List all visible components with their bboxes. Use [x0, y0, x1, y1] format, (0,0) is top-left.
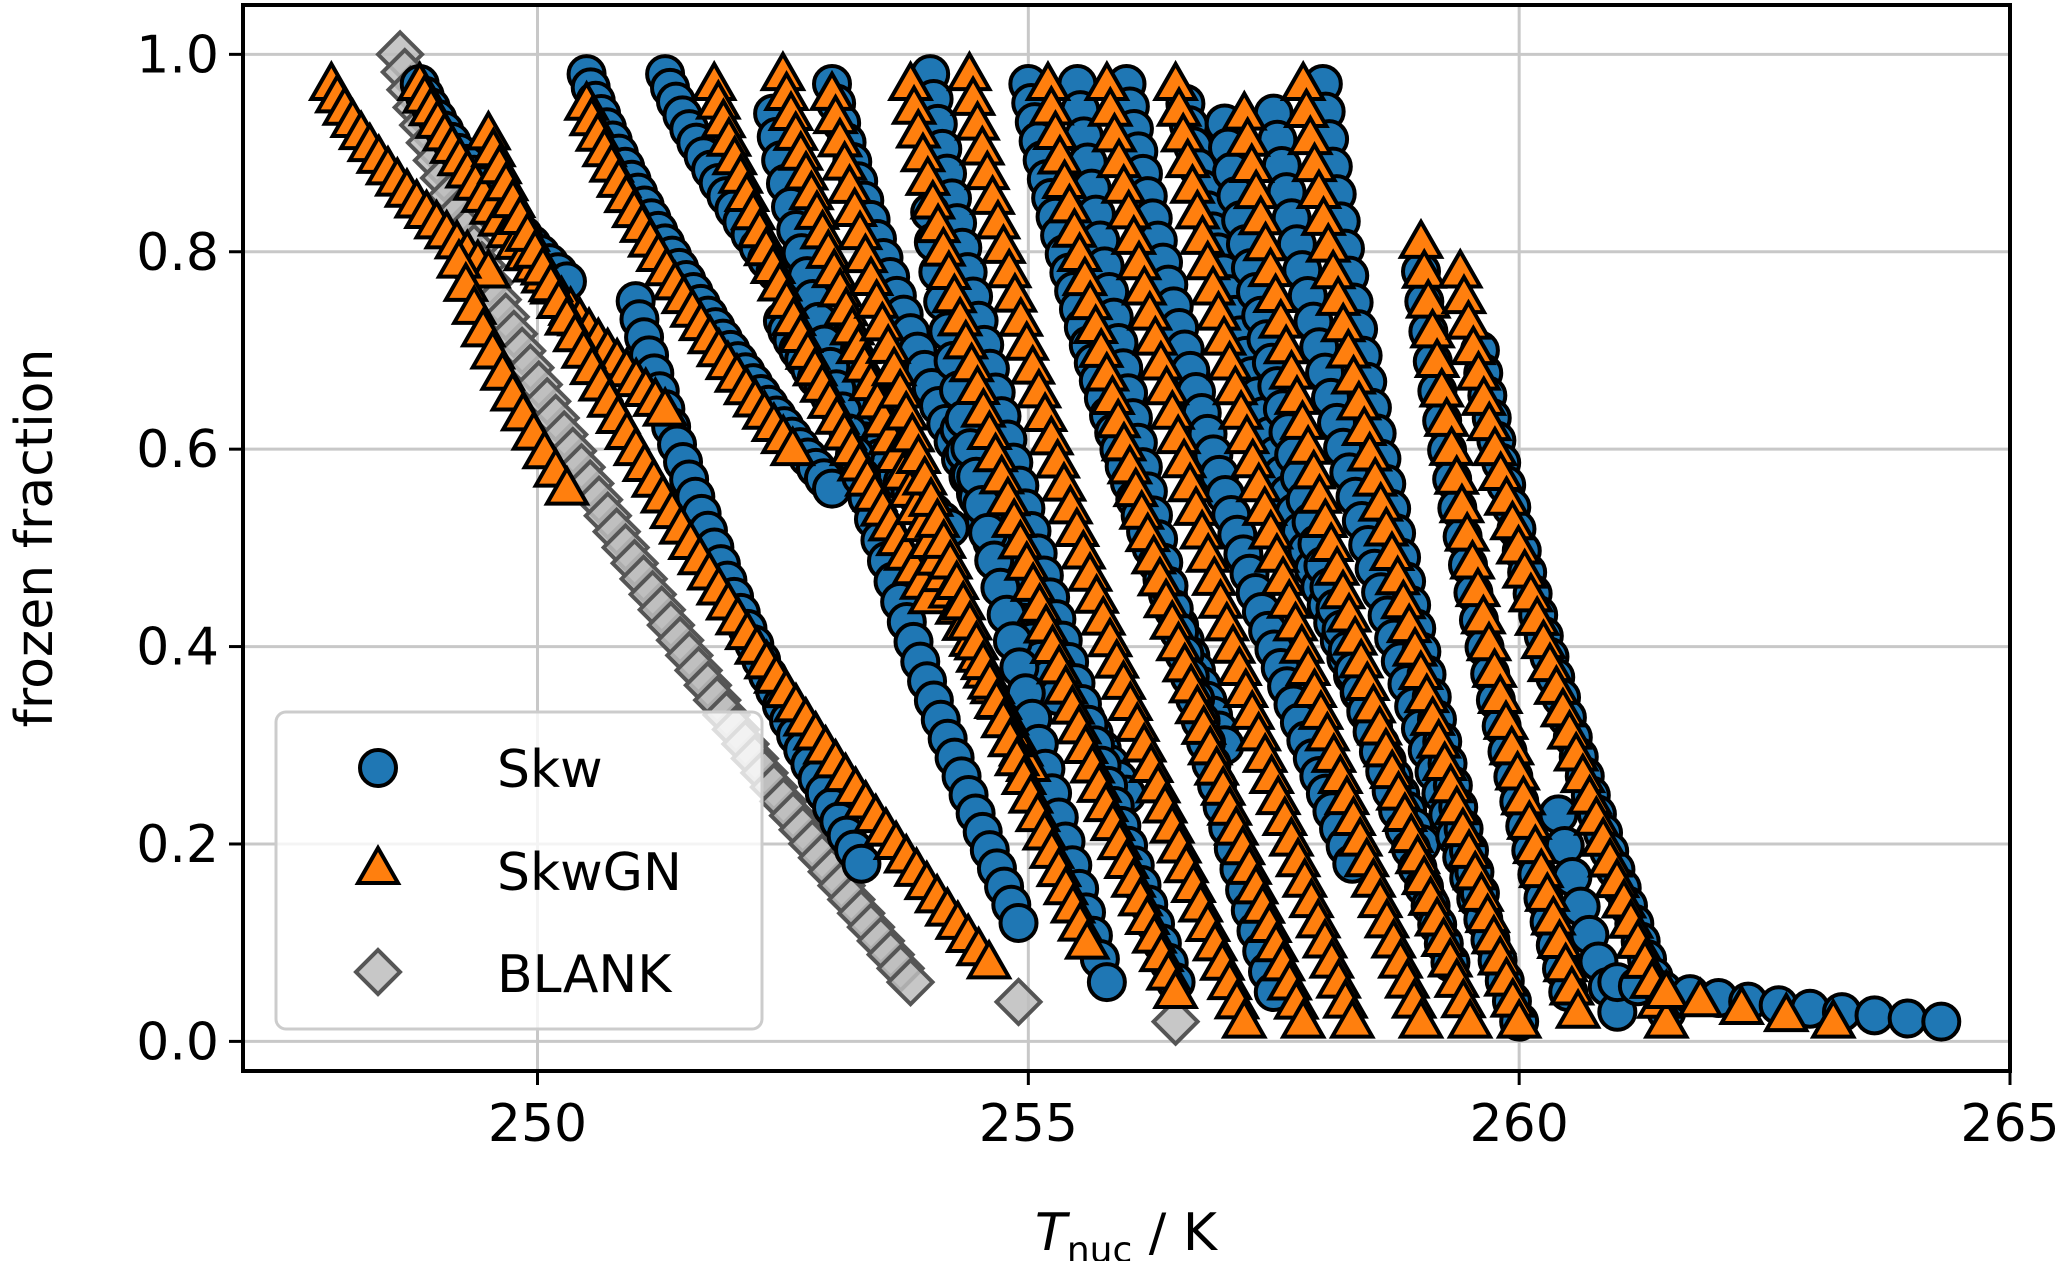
y-axis-label: frozen fraction: [5, 349, 65, 728]
skwgn-point: [1279, 997, 1327, 1039]
series-skwgn: [307, 50, 1857, 1039]
x-axis-subscript: nuc: [1067, 1230, 1132, 1261]
skw-point: [998, 902, 1039, 943]
y-tick-label: 0.6: [136, 420, 219, 480]
skwgn-point: [1718, 983, 1766, 1026]
y-tick-label: 0.2: [136, 815, 219, 875]
x-tick-label: 265: [1960, 1094, 2059, 1154]
skwgn-point: [1063, 918, 1111, 960]
skw-point: [1887, 998, 1928, 1039]
y-tick-label: 1.0: [136, 25, 219, 85]
skwgn-point: [641, 385, 689, 427]
skwgn-point: [1676, 976, 1724, 1018]
skw-point: [1086, 962, 1127, 1003]
skwgn-point: [1642, 997, 1690, 1039]
legend-marker-skwgn: [354, 843, 402, 885]
skwgn-point: [1809, 997, 1857, 1039]
legend-label-skwgn: SkwGN: [497, 843, 682, 903]
skwgn-point: [1152, 968, 1200, 1010]
legend: Skw SkwGN BLANK: [274, 710, 764, 1031]
x-axis-unit: / K: [1132, 1203, 1219, 1261]
skwgn-point: [1397, 217, 1445, 259]
data-markers: [307, 29, 1962, 1047]
legend-label-blank: BLANK: [497, 945, 673, 1005]
x-tick-label: 255: [979, 1094, 1078, 1154]
y-tick-label: 0.8: [136, 223, 219, 283]
blank-point: [885, 957, 936, 1007]
x-axis-symbol: T: [1035, 1203, 1071, 1261]
plot-frame: [241, 3, 2012, 1073]
skwgn-point: [1554, 987, 1602, 1029]
x-axis-label: Tnuc / K: [1035, 1203, 1219, 1261]
y-tick-label: 0.0: [136, 1012, 219, 1072]
skwgn-point: [1495, 997, 1543, 1039]
x-tick-label: 250: [488, 1094, 587, 1154]
skwgn-point: [1446, 997, 1494, 1039]
x-tick-label: 260: [1470, 1094, 1569, 1154]
y-tick-label: 0.4: [136, 618, 219, 678]
skwgn-point: [769, 425, 817, 467]
legend-marker-skw: [358, 748, 398, 788]
legend-frame: [274, 710, 764, 1031]
blank-point: [1150, 996, 1201, 1047]
skwgn-point: [1220, 997, 1268, 1039]
skw-point: [1921, 1001, 1962, 1042]
skwgn-point: [1642, 968, 1690, 1010]
skwgn-point: [965, 938, 1013, 980]
legend-marker-blank: [353, 947, 403, 997]
skw-point: [841, 843, 882, 884]
skwgn-point: [1762, 991, 1810, 1033]
legend-label-skw: Skw: [497, 740, 603, 800]
skwgn-point: [543, 464, 591, 506]
skwgn-point: [1328, 997, 1376, 1039]
legend-markers: [353, 748, 403, 997]
blank-point: [993, 977, 1044, 1027]
skw-point: [1854, 995, 1895, 1036]
skwgn-point: [1397, 997, 1445, 1039]
axis-ticks: 250 255 260 265 0.0 0.2 0.4 0.6 0.8 1.0: [136, 25, 2059, 1154]
